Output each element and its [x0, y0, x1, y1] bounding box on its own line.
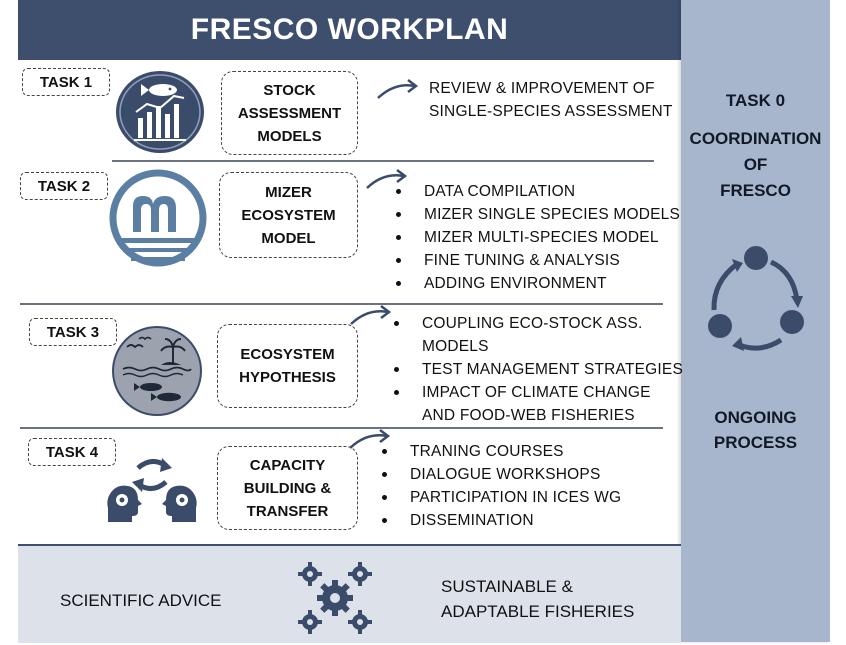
list-item: TEST MANAGEMENT STRATEGIES — [392, 358, 683, 381]
task3-model-box: ECOSYSTEM HYPOTHESIS — [217, 324, 358, 408]
list-item: COUPLING ECO-STOCK ASS. — [392, 312, 683, 335]
list-item: PARTICIPATION IN ICES WG — [380, 486, 621, 509]
list-item: MIZER MULTI-SPECIES MODEL — [394, 226, 680, 249]
outcome-band: SCIENTIFIC ADVICE SUSTAINABLE & ADAP — [18, 544, 681, 643]
ecosystem-island-icon — [111, 325, 203, 422]
task0-column: TASK 0 COORDINATION OF FRESCO ONGOING PR… — [681, 0, 830, 642]
model-box-line: STOCK — [263, 81, 316, 99]
task4-description: TRANING COURSES DIALOGUE WORKSHOPS PARTI… — [380, 440, 621, 532]
model-box-line: BUILDING & — [243, 479, 332, 497]
knowledge-exchange-icon — [102, 454, 202, 531]
task0-coordination-line: FRESCO — [720, 181, 791, 200]
task0-process-line: PROCESS — [713, 433, 798, 452]
model-box-line: ECOSYSTEM — [241, 206, 336, 224]
task1-model-box: STOCK ASSESSMENT MODELS — [221, 71, 358, 155]
arrow-icon — [377, 79, 419, 99]
list-item: DISSEMINATION — [380, 509, 621, 532]
task3-description: COUPLING ECO-STOCK ASS. MODELS TEST MANA… — [392, 312, 683, 427]
description-line: SINGLE-SPECIES ASSESSMENT — [429, 103, 673, 120]
model-box-line: CAPACITY — [249, 456, 326, 474]
fish-bar-chart-icon — [114, 68, 206, 159]
list-item: ADDING ENVIRONMENT — [394, 272, 680, 295]
page-title: FRESCO WORKPLAN — [18, 0, 681, 60]
model-box-line: ASSESSMENT — [237, 104, 342, 122]
divider — [20, 427, 663, 429]
task4-model-box: CAPACITY BUILDING & TRANSFER — [217, 446, 358, 530]
model-box-line: HYPOTHESIS — [239, 369, 336, 386]
model-box-line: TRANSFER — [246, 502, 329, 520]
cycle-icon — [708, 246, 804, 351]
task0-coordination-line: OF — [743, 155, 768, 174]
model-box-line: ECOSYSTEM — [240, 346, 335, 363]
list-item: DATA COMPILATION — [394, 180, 680, 203]
sustainable-fisheries-line: ADAPTABLE FISHERIES — [441, 602, 635, 621]
task4-tag: TASK 4 — [28, 438, 116, 466]
task3-tag: TASK 3 — [29, 318, 117, 346]
task0-process-line: ONGOING — [714, 408, 797, 427]
task2-description: DATA COMPILATION MIZER SINGLE SPECIES MO… — [394, 180, 680, 295]
model-box-line: MODEL — [261, 229, 316, 247]
arrow-icon — [350, 305, 392, 325]
list-item: IMPACT OF CLIMATE CHANGE — [392, 381, 683, 404]
model-box-line: MIZER — [265, 183, 312, 201]
arrow-icon — [366, 169, 408, 189]
arrow-icon — [349, 429, 391, 449]
divider — [112, 160, 654, 162]
task1-description: REVIEW & IMPROVEMENT OF SINGLE-SPECIES A… — [429, 77, 673, 123]
list-item: DIALOGUE WORKSHOPS — [380, 463, 621, 486]
list-item-continued: MODELS — [422, 338, 489, 355]
list-item: FINE TUNING & ANALYSIS — [394, 249, 680, 272]
model-box-line: MODELS — [257, 127, 322, 145]
description-line: REVIEW & IMPROVEMENT OF — [429, 80, 655, 97]
task2-tag: TASK 2 — [20, 172, 108, 200]
task0-coordination-line: COORDINATION — [689, 129, 822, 148]
list-item: TRANING COURSES — [380, 440, 621, 463]
sustainable-fisheries-line: SUSTAINABLE & — [441, 577, 573, 596]
task2-model-box: MIZER ECOSYSTEM MODEL — [219, 172, 358, 258]
list-item-continued: AND FOOD-WEB FISHERIES — [422, 407, 635, 424]
divider — [20, 303, 663, 305]
list-item: MIZER SINGLE SPECIES MODELS — [394, 203, 680, 226]
task1-tag: TASK 1 — [22, 68, 110, 96]
scientific-advice-label: SCIENTIFIC ADVICE — [60, 591, 222, 610]
mizer-logo-icon — [109, 168, 207, 277]
gears-icon — [294, 558, 376, 643]
task0-label: TASK 0 — [725, 91, 786, 110]
